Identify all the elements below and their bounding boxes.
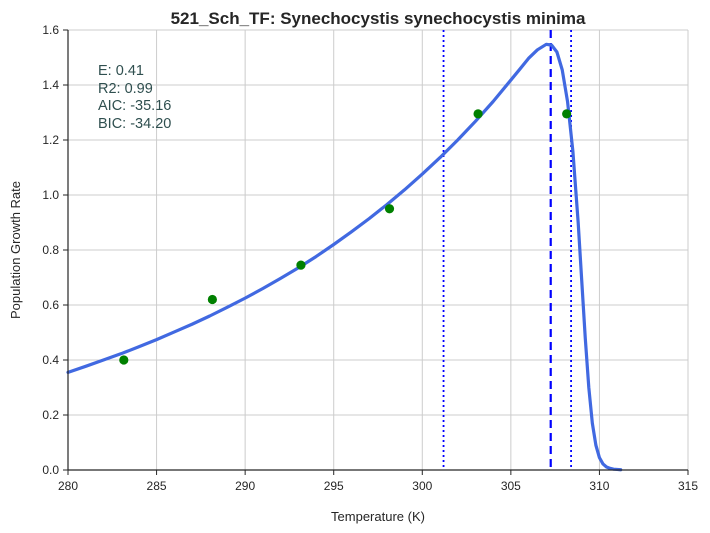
vertical-reference-lines [442,30,572,470]
stat-r2: R2: 0.99 [98,81,153,97]
stat-e: E: 0.41 [98,63,144,79]
y-tick-label: 0.0 [42,463,59,477]
y-tick-label: 1.0 [42,188,59,202]
data-point [384,204,395,214]
stat-aic: AIC: -35.16 [98,98,171,114]
x-tick-label: 315 [678,479,698,493]
data-point [207,294,217,305]
fit-curve-line [66,42,623,472]
x-tick-label: 305 [501,479,521,493]
y-tick-label: 1.4 [42,78,59,92]
x-tick-label: 300 [412,479,432,493]
x-tick-label: 285 [147,479,167,493]
y-tick-label: 0.2 [42,408,59,422]
x-tick-label: 290 [235,479,255,493]
x-tick-label: 295 [324,479,344,493]
data-point [296,260,306,270]
y-axis-label: Population Growth Rate [8,181,23,319]
x-tick-label: 310 [589,479,609,493]
y-tick-label: 1.2 [42,133,59,147]
y-tick-label: 0.8 [42,243,59,257]
observed-points [119,109,572,365]
grid [67,29,689,471]
stats-box: E: 0.41 R2: 0.99 AIC: -35.16 BIC: -34.20 [98,63,171,132]
y-tick-label: 1.6 [42,23,59,37]
y-tick-label: 0.6 [42,298,59,312]
data-point [562,109,572,119]
x-tick-label: 280 [58,479,78,493]
x-axis-label: Temperature (K) [331,509,425,524]
y-tick-label: 0.4 [42,353,59,367]
chart-title: 521_Sch_TF: Synechocystis synechocystis … [171,9,586,28]
tick-labels: 280 285 290 295 300 305 310 315 0.0 0.2 0.4 0.6 0.8 1… [42,23,698,493]
data-point [119,355,129,365]
data-point [473,109,483,119]
stat-bic: BIC: -34.20 [98,116,171,132]
